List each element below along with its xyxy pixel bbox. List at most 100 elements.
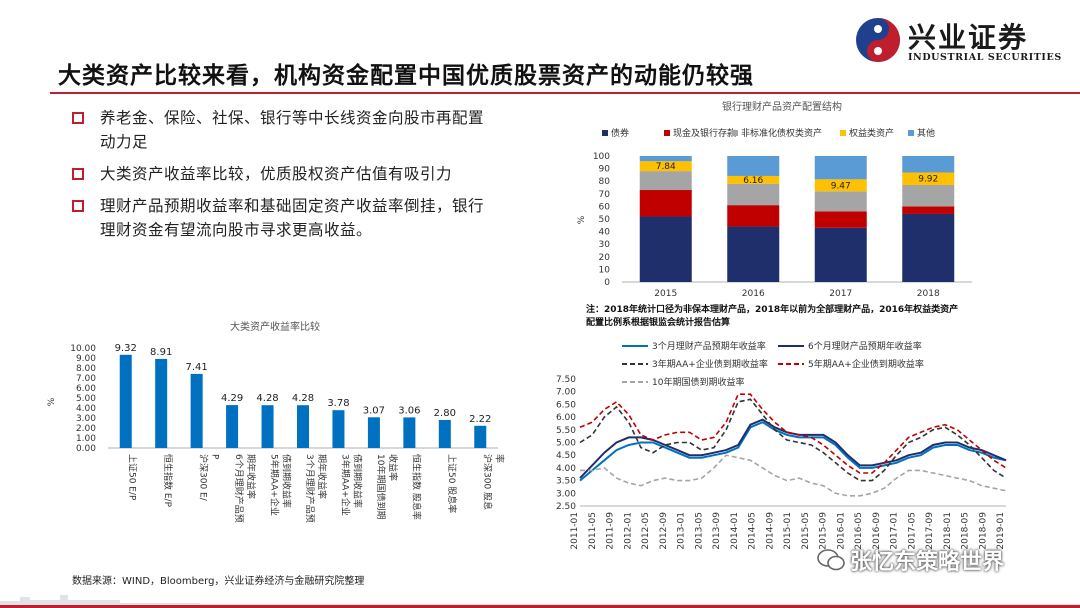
category-label: 上证50 股息率 <box>446 454 458 513</box>
x-tick-label: 2015-09 <box>819 512 829 550</box>
x-tick-label: 2013-05 <box>694 512 704 550</box>
bar <box>474 425 487 448</box>
data-label: 6.16 <box>743 176 763 186</box>
data-label: 3.78 <box>327 398 349 409</box>
x-tick-label: 2019-01 <box>996 512 1006 550</box>
data-label: 2.80 <box>434 408 456 419</box>
y-tick-label: 3.00 <box>76 414 96 424</box>
data-label: 4.29 <box>221 393 243 404</box>
y-tick-label: 0 <box>604 278 610 288</box>
x-tick-label: 2018-01 <box>943 512 953 550</box>
category-label: 3个月理财产品预 期年收益率 <box>304 454 328 523</box>
bar <box>332 410 345 448</box>
y-tick-label: 80 <box>599 177 611 187</box>
x-tick-label: 2017-09 <box>925 512 935 550</box>
legend-label: 6个月理财产品预期年收益率 <box>808 340 922 352</box>
category-label-segment: 期年收益率 <box>245 454 257 499</box>
data-label: 4.28 <box>292 393 314 404</box>
chart-note: 配置比例系根据银监会统计报告估算 <box>586 316 730 328</box>
data-source-note: 数据来源：WIND，Bloomberg，兴业证券经济与金融研究院整理 <box>72 576 365 587</box>
bullet-list: 养老金、保险、社保、银行等中长线资金向股市再配置 动力足 大类资产收益率比较，优… <box>70 106 540 250</box>
legend-label: 现金及银行存款 <box>673 127 736 139</box>
x-tick-label: 2017-05 <box>907 512 917 550</box>
category-label-segment: 10年期国债到期 <box>375 454 387 519</box>
y-tick-label: 4.00 <box>556 464 576 474</box>
legend-swatch <box>840 130 846 136</box>
asset-yield-bar-chart: 大类资产收益率比较 % 0.001.002.003.004.005.006.00… <box>47 320 505 523</box>
series-line <box>580 454 1007 497</box>
data-label: 2.22 <box>469 414 491 425</box>
legend-entry: 3个月理财产品预期年收益率 <box>622 340 766 352</box>
stacked-segment <box>902 172 955 185</box>
category-label-segment: 债到期收益率 <box>281 454 293 508</box>
y-tick-label: 60 <box>599 202 611 212</box>
y-tick-label: 9.00 <box>76 354 96 364</box>
legend-label: 债券 <box>611 127 629 139</box>
bullet-square-icon <box>72 112 84 124</box>
x-tick-label: 2013-09 <box>712 512 722 550</box>
x-tick-label: 2014-09 <box>765 512 775 550</box>
y-tick-label: 30 <box>599 240 611 250</box>
category-label: 沪深300 E/P <box>198 454 220 502</box>
chart-title: 大类资产收益率比较 <box>230 320 320 333</box>
chart-note: 注：2018年统计口径为非保本理财产品，2018年以前为全部理财产品，2016年… <box>586 303 958 315</box>
y-tick-label: 4.00 <box>76 404 96 414</box>
category-label: 3年期AA+企业 债到期收益率 <box>339 454 363 516</box>
category-label-segment: 恒生指数 E/P <box>162 454 174 508</box>
legend-label: 权益类资产 <box>849 127 894 139</box>
logo-subtitle: INDUSTRIAL SECURITIES <box>908 52 1062 63</box>
x-tick-label: 2016-05 <box>854 512 864 550</box>
bar <box>297 405 309 448</box>
category-label-segment: 收益率 <box>387 454 399 481</box>
category-label-segment: 率 <box>493 454 505 463</box>
x-tick-label: 2015-01 <box>783 512 793 550</box>
y-tick-label: 2.00 <box>76 424 96 434</box>
data-label: 9.47 <box>831 181 851 191</box>
series-line <box>579 393 1007 474</box>
legend-swatch <box>602 130 608 136</box>
account-watermark: 张忆东策略世界 <box>850 550 1005 575</box>
bar <box>190 373 203 448</box>
yield-line-chart: 3个月理财产品预期年收益率 6个月理财产品预期年收益率 3年期AA+企业债到期收益率… <box>556 340 1007 550</box>
bullet-square-icon <box>72 168 84 180</box>
y-tick-label: 10 <box>599 265 611 275</box>
category-label-segment: P <box>210 454 220 460</box>
stacked-segment <box>814 191 867 212</box>
bar <box>438 420 451 448</box>
x-tick-label: 2014-05 <box>748 512 758 550</box>
legend-entry: 5年期AA+企业债到期收益率 <box>778 358 924 370</box>
legend-label: 3个月理财产品预期年收益率 <box>652 340 766 352</box>
legend-swatch <box>732 130 738 136</box>
bar <box>155 358 168 448</box>
y-tick-label: 5.50 <box>556 426 576 436</box>
bullet-text: 大类资产收益率比较，优质股权资产估值有吸引力 <box>100 165 453 183</box>
stacked-segment <box>902 156 955 173</box>
bullet-item: 理财产品预期收益率和基础固定资产收益率倒挂，银行 理财资金有望流向股市寻求更高收… <box>70 194 540 242</box>
stacked-segment <box>814 227 867 282</box>
y-tick-label: 8.00 <box>76 364 96 374</box>
legend-entry: 10年期国债到期收益率 <box>622 376 744 388</box>
category-label-segment: 恒生指数 股息率 <box>410 454 422 520</box>
data-label: 9.92 <box>918 175 938 185</box>
category-label-segment: 5年期AA+企业 <box>269 454 281 516</box>
bar <box>261 405 274 448</box>
y-tick-label: 2.50 <box>556 502 576 512</box>
page-title: 大类资产比较来看，机构资金配置中国优质股票资产的动能仍较强 <box>58 62 754 89</box>
logo-name: 兴业证券 <box>908 21 1029 54</box>
x-tick-label: 2017 <box>829 289 852 299</box>
stacked-segment <box>902 184 955 207</box>
y-tick-label: 3.00 <box>556 489 576 499</box>
category-label-segment: 上证50 股息率 <box>446 454 458 513</box>
stacked-segment <box>727 183 780 206</box>
x-tick-label: 2017-01 <box>890 512 900 550</box>
y-tick-label: 20 <box>599 253 611 263</box>
y-tick-label: 100 <box>593 152 610 162</box>
legend-swatch <box>664 130 670 136</box>
bar <box>119 354 132 448</box>
stacked-segment <box>727 175 780 184</box>
series-line <box>579 418 1007 479</box>
y-tick-label: 1.00 <box>76 434 96 444</box>
y-tick-label: 4.50 <box>556 451 576 461</box>
x-tick-label: 2018 <box>917 289 940 299</box>
data-label: 9.32 <box>115 343 137 354</box>
